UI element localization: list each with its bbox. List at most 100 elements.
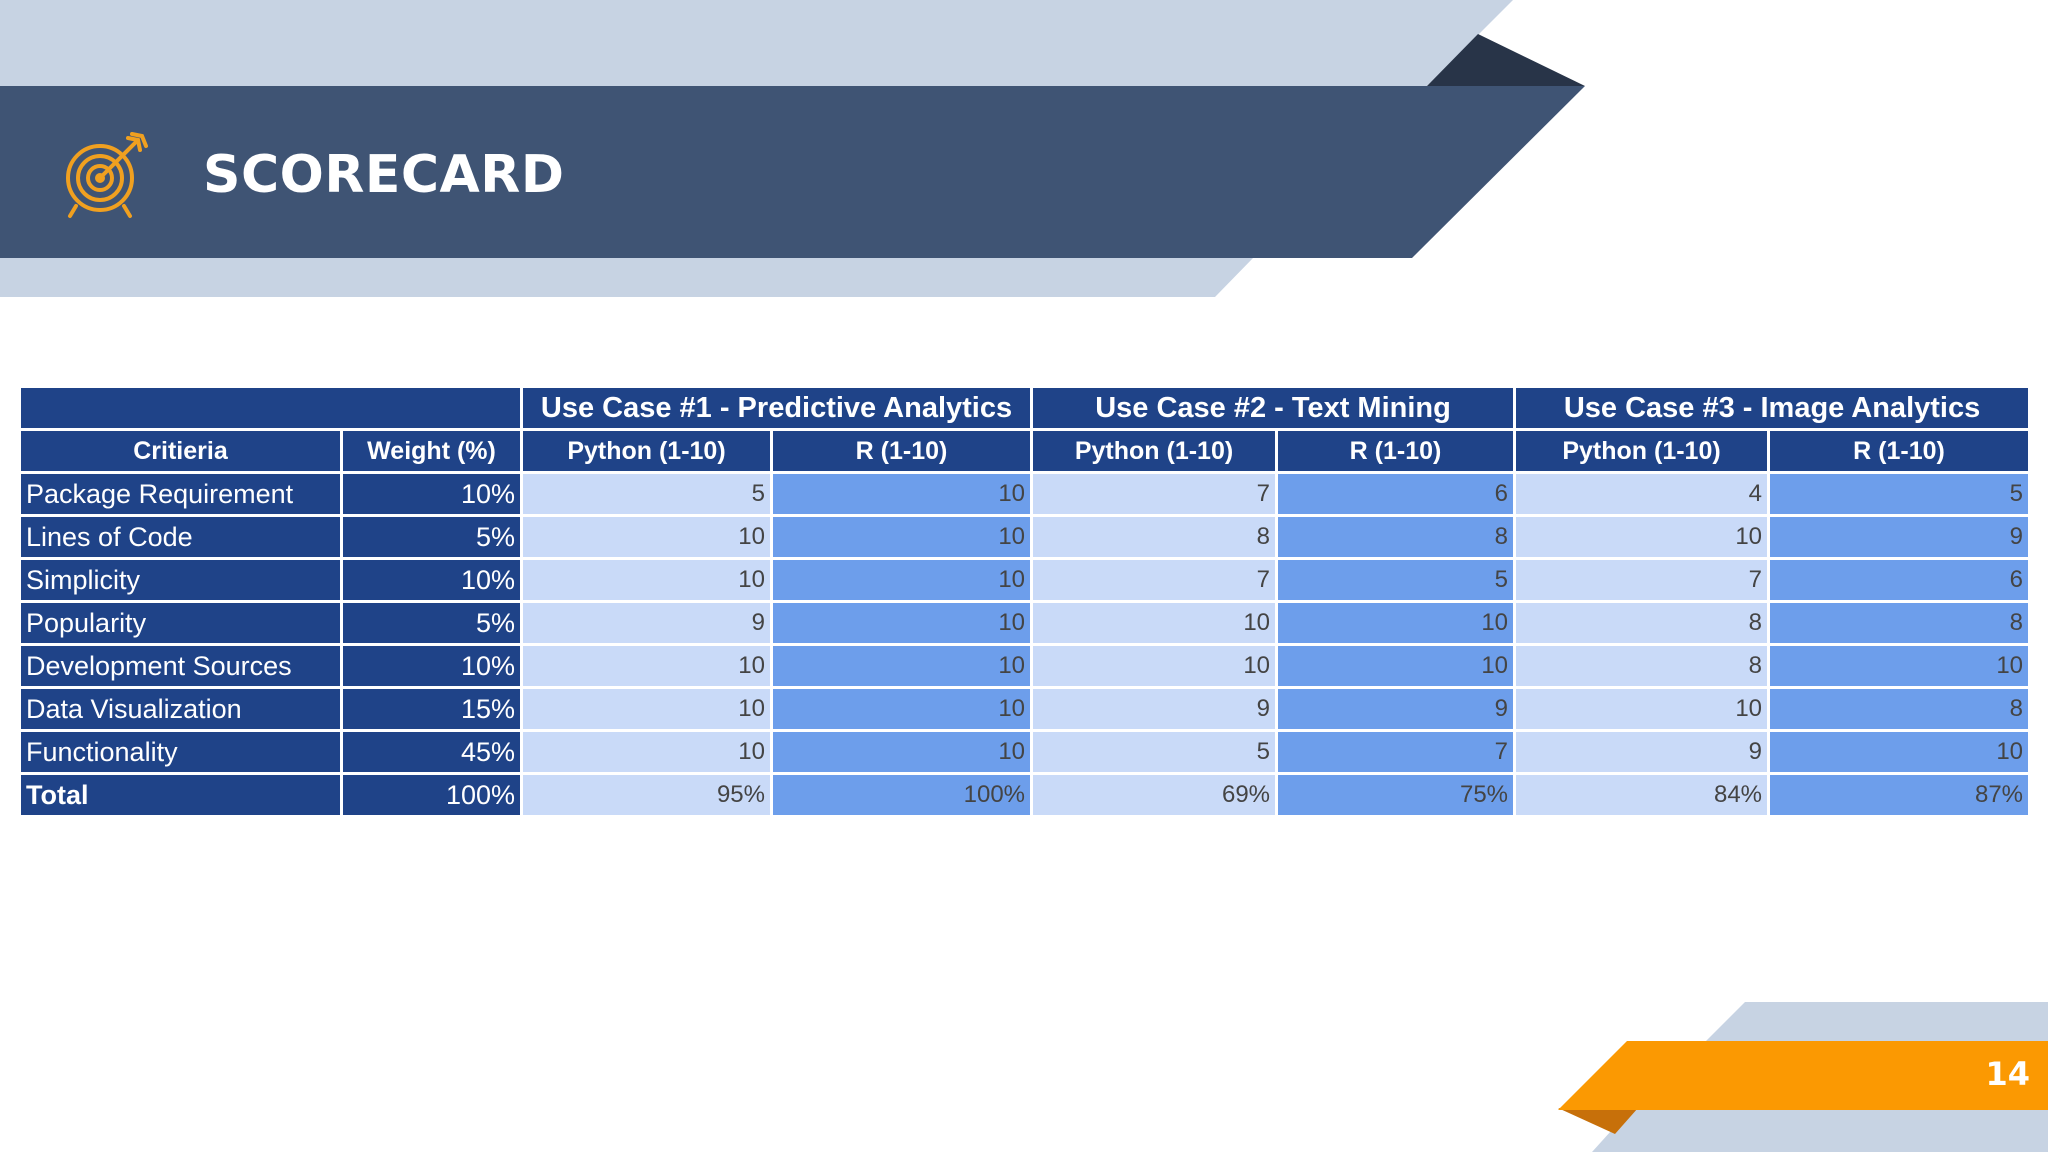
criteria-cell: Simplicity [18, 557, 343, 603]
table-row: Popularity 5% 9 10 10 10 8 8 [18, 600, 2032, 646]
python-score-cell: 10 [1030, 643, 1279, 689]
python-score-cell: 10 [1513, 686, 1771, 732]
r-score-cell: 8 [1767, 600, 2032, 646]
header-band [0, 86, 1585, 258]
bottom-light-band [0, 256, 1255, 297]
weight-column-header: Weight (%) [340, 428, 523, 474]
r-score-cell: 10 [1767, 643, 2032, 689]
weight-cell: 15% [340, 686, 523, 732]
page-title: SCORECARD [203, 145, 565, 205]
python-score-cell: 7 [1030, 471, 1279, 517]
page-number: 14 [1985, 1055, 2030, 1093]
criteria-cell: Functionality [18, 729, 343, 775]
python-total-cell: 69% [1030, 772, 1279, 818]
r-column-header: R (1-10) [1275, 428, 1517, 474]
r-score-cell: 9 [1275, 686, 1517, 732]
scorecard-table: Use Case #1 - Predictive Analytics Use C… [18, 385, 2032, 818]
criteria-column-header: Critieria [18, 428, 343, 474]
target-icon [66, 132, 148, 218]
r-column-header: R (1-10) [769, 428, 1034, 474]
r-score-cell: 10 [1767, 729, 2032, 775]
python-score-cell: 8 [1513, 643, 1771, 689]
r-score-cell: 8 [1275, 514, 1517, 560]
r-total-cell: 100% [769, 772, 1034, 818]
weight-cell: 5% [340, 514, 523, 560]
total-weight-cell: 100% [340, 772, 523, 818]
python-score-cell: 5 [1030, 729, 1279, 775]
r-score-cell: 8 [1767, 686, 2032, 732]
table-row: Functionality 45% 10 10 5 7 9 10 [18, 729, 2032, 775]
r-score-cell: 5 [1767, 471, 2032, 517]
weight-cell: 45% [340, 729, 523, 775]
r-score-cell: 10 [769, 686, 1034, 732]
python-score-cell: 10 [520, 643, 773, 689]
criteria-cell: Development Sources [18, 643, 343, 689]
r-score-cell: 5 [1275, 557, 1517, 603]
weight-cell: 10% [340, 471, 523, 517]
python-column-header: Python (1-10) [520, 428, 773, 474]
r-column-header: R (1-10) [1767, 428, 2032, 474]
use-case-header-row: Use Case #1 - Predictive Analytics Use C… [18, 385, 2032, 431]
r-total-cell: 87% [1767, 772, 2032, 818]
blank-header-cell [18, 385, 523, 431]
weight-cell: 5% [340, 600, 523, 646]
python-score-cell: 10 [520, 686, 773, 732]
criteria-cell: Lines of Code [18, 514, 343, 560]
python-score-cell: 8 [1513, 600, 1771, 646]
python-score-cell: 8 [1030, 514, 1279, 560]
r-score-cell: 10 [769, 557, 1034, 603]
python-score-cell: 10 [520, 557, 773, 603]
criteria-cell: Data Visualization [18, 686, 343, 732]
r-score-cell: 10 [769, 514, 1034, 560]
r-total-cell: 75% [1275, 772, 1517, 818]
use-case-2-header: Use Case #2 - Text Mining [1030, 385, 1517, 431]
python-total-cell: 84% [1513, 772, 1771, 818]
python-score-cell: 10 [520, 514, 773, 560]
criteria-cell: Package Requirement [18, 471, 343, 517]
top-light-band [0, 0, 1513, 86]
r-score-cell: 10 [769, 600, 1034, 646]
use-case-1-header: Use Case #1 - Predictive Analytics [519, 385, 1034, 431]
footer-orange-band [1558, 1041, 2048, 1110]
r-score-cell: 10 [769, 643, 1034, 689]
weight-cell: 10% [340, 557, 523, 603]
total-row: Total 100% 95% 100% 69% 75% 84% 87% [18, 772, 2032, 818]
python-score-cell: 10 [1030, 600, 1279, 646]
footer-light-band-top [1705, 1002, 2048, 1042]
python-score-cell: 9 [520, 600, 773, 646]
r-score-cell: 10 [1275, 643, 1517, 689]
python-score-cell: 10 [1513, 514, 1771, 560]
r-score-cell: 7 [1275, 729, 1517, 775]
total-label-cell: Total [18, 772, 343, 818]
python-total-cell: 95% [520, 772, 773, 818]
python-score-cell: 9 [1030, 686, 1279, 732]
table-row: Package Requirement 10% 5 10 7 6 4 5 [18, 471, 2032, 517]
python-score-cell: 7 [1513, 557, 1771, 603]
python-score-cell: 5 [520, 471, 773, 517]
python-score-cell: 7 [1030, 557, 1279, 603]
criteria-cell: Popularity [18, 600, 343, 646]
python-column-header: Python (1-10) [1513, 428, 1771, 474]
table-row: Lines of Code 5% 10 10 8 8 10 9 [18, 514, 2032, 560]
r-score-cell: 10 [769, 729, 1034, 775]
scorecard-table-container: Use Case #1 - Predictive Analytics Use C… [18, 385, 2032, 818]
python-score-cell: 4 [1513, 471, 1771, 517]
r-score-cell: 10 [769, 471, 1034, 517]
footer-light-band-bottom [1592, 1110, 2048, 1152]
table-row: Development Sources 10% 10 10 10 10 8 10 [18, 643, 2032, 689]
table-row: Data Visualization 15% 10 10 9 9 10 8 [18, 686, 2032, 732]
column-header-row: Critieria Weight (%) Python (1-10) R (1-… [18, 428, 2032, 474]
dark-accent-triangle [1427, 34, 1585, 86]
r-score-cell: 10 [1275, 600, 1517, 646]
weight-cell: 10% [340, 643, 523, 689]
python-score-cell: 10 [520, 729, 773, 775]
use-case-3-header: Use Case #3 - Image Analytics [1513, 385, 2032, 431]
r-score-cell: 6 [1767, 557, 2032, 603]
python-column-header: Python (1-10) [1030, 428, 1279, 474]
r-score-cell: 9 [1767, 514, 2032, 560]
table-row: Simplicity 10% 10 10 7 5 7 6 [18, 557, 2032, 603]
footer-dark-orange [1558, 1108, 1638, 1134]
python-score-cell: 9 [1513, 729, 1771, 775]
r-score-cell: 6 [1275, 471, 1517, 517]
